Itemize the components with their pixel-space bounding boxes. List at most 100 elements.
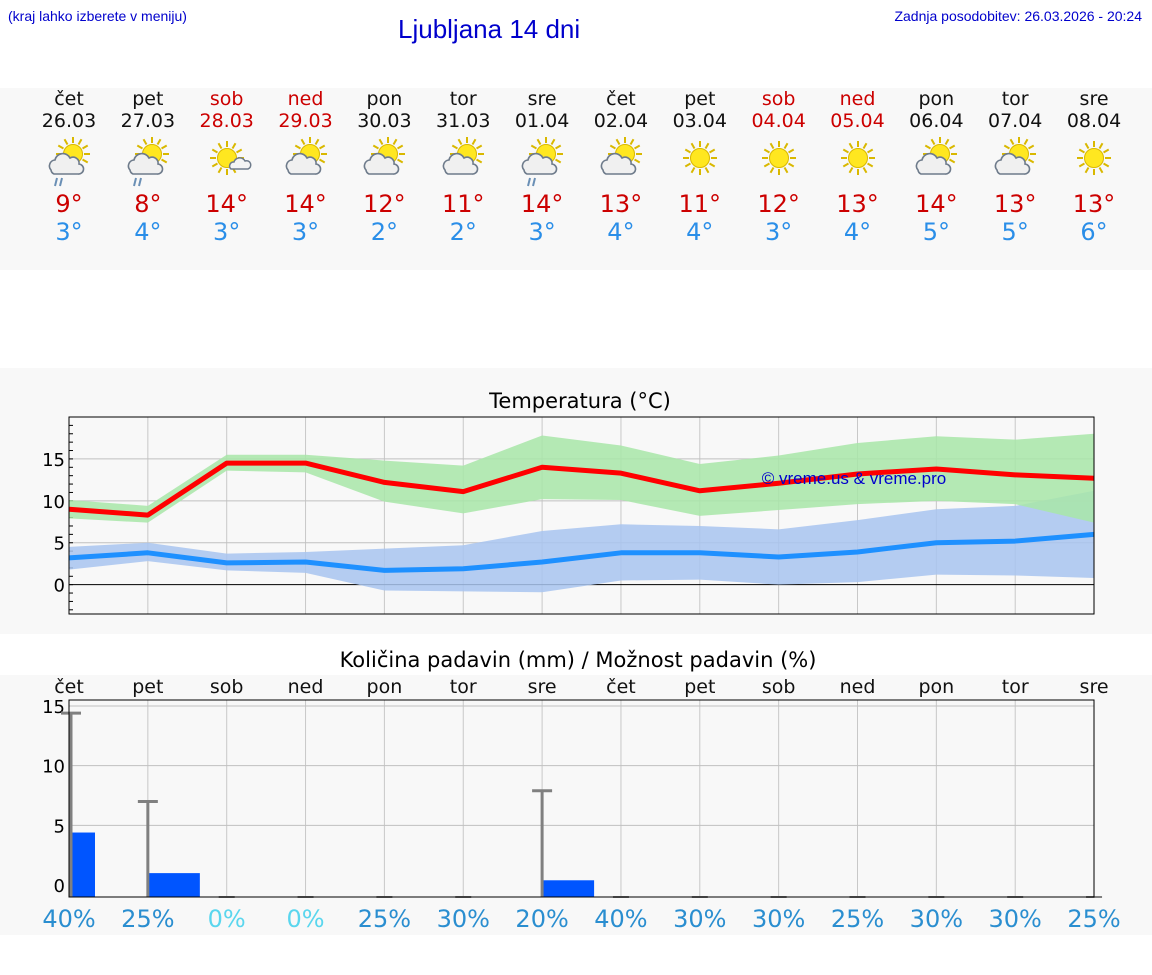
day-date: 01.04: [514, 110, 570, 132]
min-temp: 3°: [55, 218, 83, 246]
max-temp: 14°: [520, 190, 564, 218]
day-date: 27.03: [120, 110, 176, 132]
min-temp: 4°: [843, 218, 872, 246]
max-temp: 12°: [757, 190, 800, 218]
day-name: sre: [527, 88, 557, 110]
precip-probability-label: 25%: [831, 905, 884, 933]
day-name: pon: [366, 88, 403, 110]
day-date: 06.04: [909, 110, 964, 132]
day-column: sob 28.03 14° 3°: [188, 88, 266, 246]
precip-day-label: sob: [762, 676, 796, 698]
day-date: 28.03: [199, 110, 254, 132]
precip-probability-label: 25%: [1067, 905, 1120, 933]
precip-bar: [147, 873, 200, 897]
max-temp: 8°: [134, 190, 162, 218]
day-column: ned 05.04 13° 4°: [819, 88, 897, 246]
min-temp: 2°: [370, 218, 399, 246]
precip-day-label: sob: [210, 676, 244, 698]
max-temp: 14°: [205, 190, 248, 218]
precip-plot-frame: [68, 699, 1095, 898]
day-column: sob 04.04 12° 3°: [740, 88, 818, 246]
day-name: tor: [449, 88, 477, 110]
precip-day-label: pon: [918, 676, 954, 698]
precip-probability-label: 25%: [358, 905, 411, 933]
precip-probability-label: 0%: [287, 905, 325, 933]
location-hint: (kraj lahko izberete v meniju): [8, 8, 187, 24]
min-temp: 4°: [134, 218, 162, 246]
day-column: sre 01.04 14° 3°: [503, 88, 581, 246]
day-column: čet 26.03 9° 3°: [30, 88, 108, 246]
copyright-watermark: © vreme.us & vreme.pro: [762, 469, 946, 488]
day-name: sre: [1079, 88, 1109, 110]
max-temp-band: [69, 433, 1095, 523]
precip-probability-label: 30%: [989, 905, 1042, 933]
precip-probability-label: 30%: [752, 905, 805, 933]
max-temp: 13°: [599, 190, 643, 218]
day-column: tor 31.03 11° 2°: [424, 88, 502, 246]
precip-day-label: čet: [606, 676, 636, 698]
sun-cloud-icon: [595, 136, 647, 188]
sun-cloud-icon: [437, 136, 489, 188]
day-name: čet: [54, 88, 84, 110]
precip-ytick-label: 15: [42, 697, 65, 718]
sun-cloud-rain-icon: [43, 136, 95, 188]
temp-ytick-label: 0: [54, 576, 65, 597]
forecast-band: [0, 88, 1152, 270]
precip-probability-label: 25%: [121, 905, 174, 933]
temp-ytick-label: 15: [42, 450, 65, 471]
max-temp: 13°: [1072, 190, 1116, 218]
precip-chart-title: Količina padavin (mm) / Možnost padavin …: [340, 648, 817, 672]
sun-cloud-rain-icon: [122, 136, 174, 188]
day-date: 05.04: [830, 110, 885, 132]
precip-day-label: ned: [288, 676, 324, 698]
sun-icon: [753, 136, 805, 188]
min-temp: 3°: [213, 218, 241, 246]
precip-ytick-label: 0: [54, 876, 65, 897]
precip-probability-label: 40%: [42, 905, 95, 933]
precip-probability-label: 0%: [208, 905, 246, 933]
min-temp: 5°: [1001, 218, 1029, 246]
min-temp: 4°: [607, 218, 635, 246]
precip-day-label: čet: [54, 676, 84, 698]
day-date: 31.03: [436, 110, 491, 132]
min-temp: 3°: [765, 218, 793, 246]
day-column: sre 08.04 13° 6°: [1055, 88, 1133, 246]
precip-probability-label: 30%: [673, 905, 726, 933]
day-column: čet 02.04 13° 4°: [582, 88, 660, 246]
min-temp: 3°: [528, 218, 556, 246]
temp-ytick-label: 5: [54, 534, 65, 555]
day-column: pet 03.04 11° 4°: [661, 88, 739, 246]
max-temp: 13°: [836, 190, 879, 218]
day-column: pon 06.04 14° 5°: [897, 88, 975, 246]
precip-probability-label: 30%: [437, 905, 490, 933]
max-temp: 11°: [441, 190, 485, 218]
day-date: 07.04: [987, 110, 1043, 132]
precip-ytick-label: 10: [42, 757, 65, 778]
day-date: 02.04: [593, 110, 649, 132]
precip-plot-area: [69, 700, 1094, 897]
sun-icon: [832, 136, 884, 188]
sun-cloud-rain-icon: [516, 136, 568, 188]
temp-ytick-label: 10: [42, 492, 65, 513]
day-date: 30.03: [357, 110, 412, 132]
precip-probability-label: 30%: [910, 905, 963, 933]
day-date: 08.04: [1066, 110, 1122, 132]
page-title: Ljubljana 14 dni: [398, 14, 581, 44]
max-temp: 13°: [993, 190, 1037, 218]
day-date: 29.03: [278, 110, 333, 132]
min-temp-band: [69, 490, 1095, 593]
day-name: ned: [839, 88, 876, 110]
precip-probability-label: 40%: [594, 905, 647, 933]
day-name: sob: [761, 88, 796, 110]
day-date: 03.04: [672, 110, 727, 132]
precip-day-label: sre: [1080, 676, 1109, 698]
sun-small-cloud-icon: [201, 136, 253, 188]
min-temp: 2°: [449, 218, 477, 246]
sun-cloud-icon: [358, 136, 410, 188]
precip-probability-label: 20%: [515, 905, 568, 933]
sun-icon: [1068, 136, 1120, 188]
day-name: tor: [1001, 88, 1029, 110]
precip-bar: [542, 880, 595, 897]
last-updated: Zadnja posodobitev: 26.03.2026 - 20:24: [894, 8, 1142, 24]
day-column: pon 30.03 12° 2°: [345, 88, 423, 246]
